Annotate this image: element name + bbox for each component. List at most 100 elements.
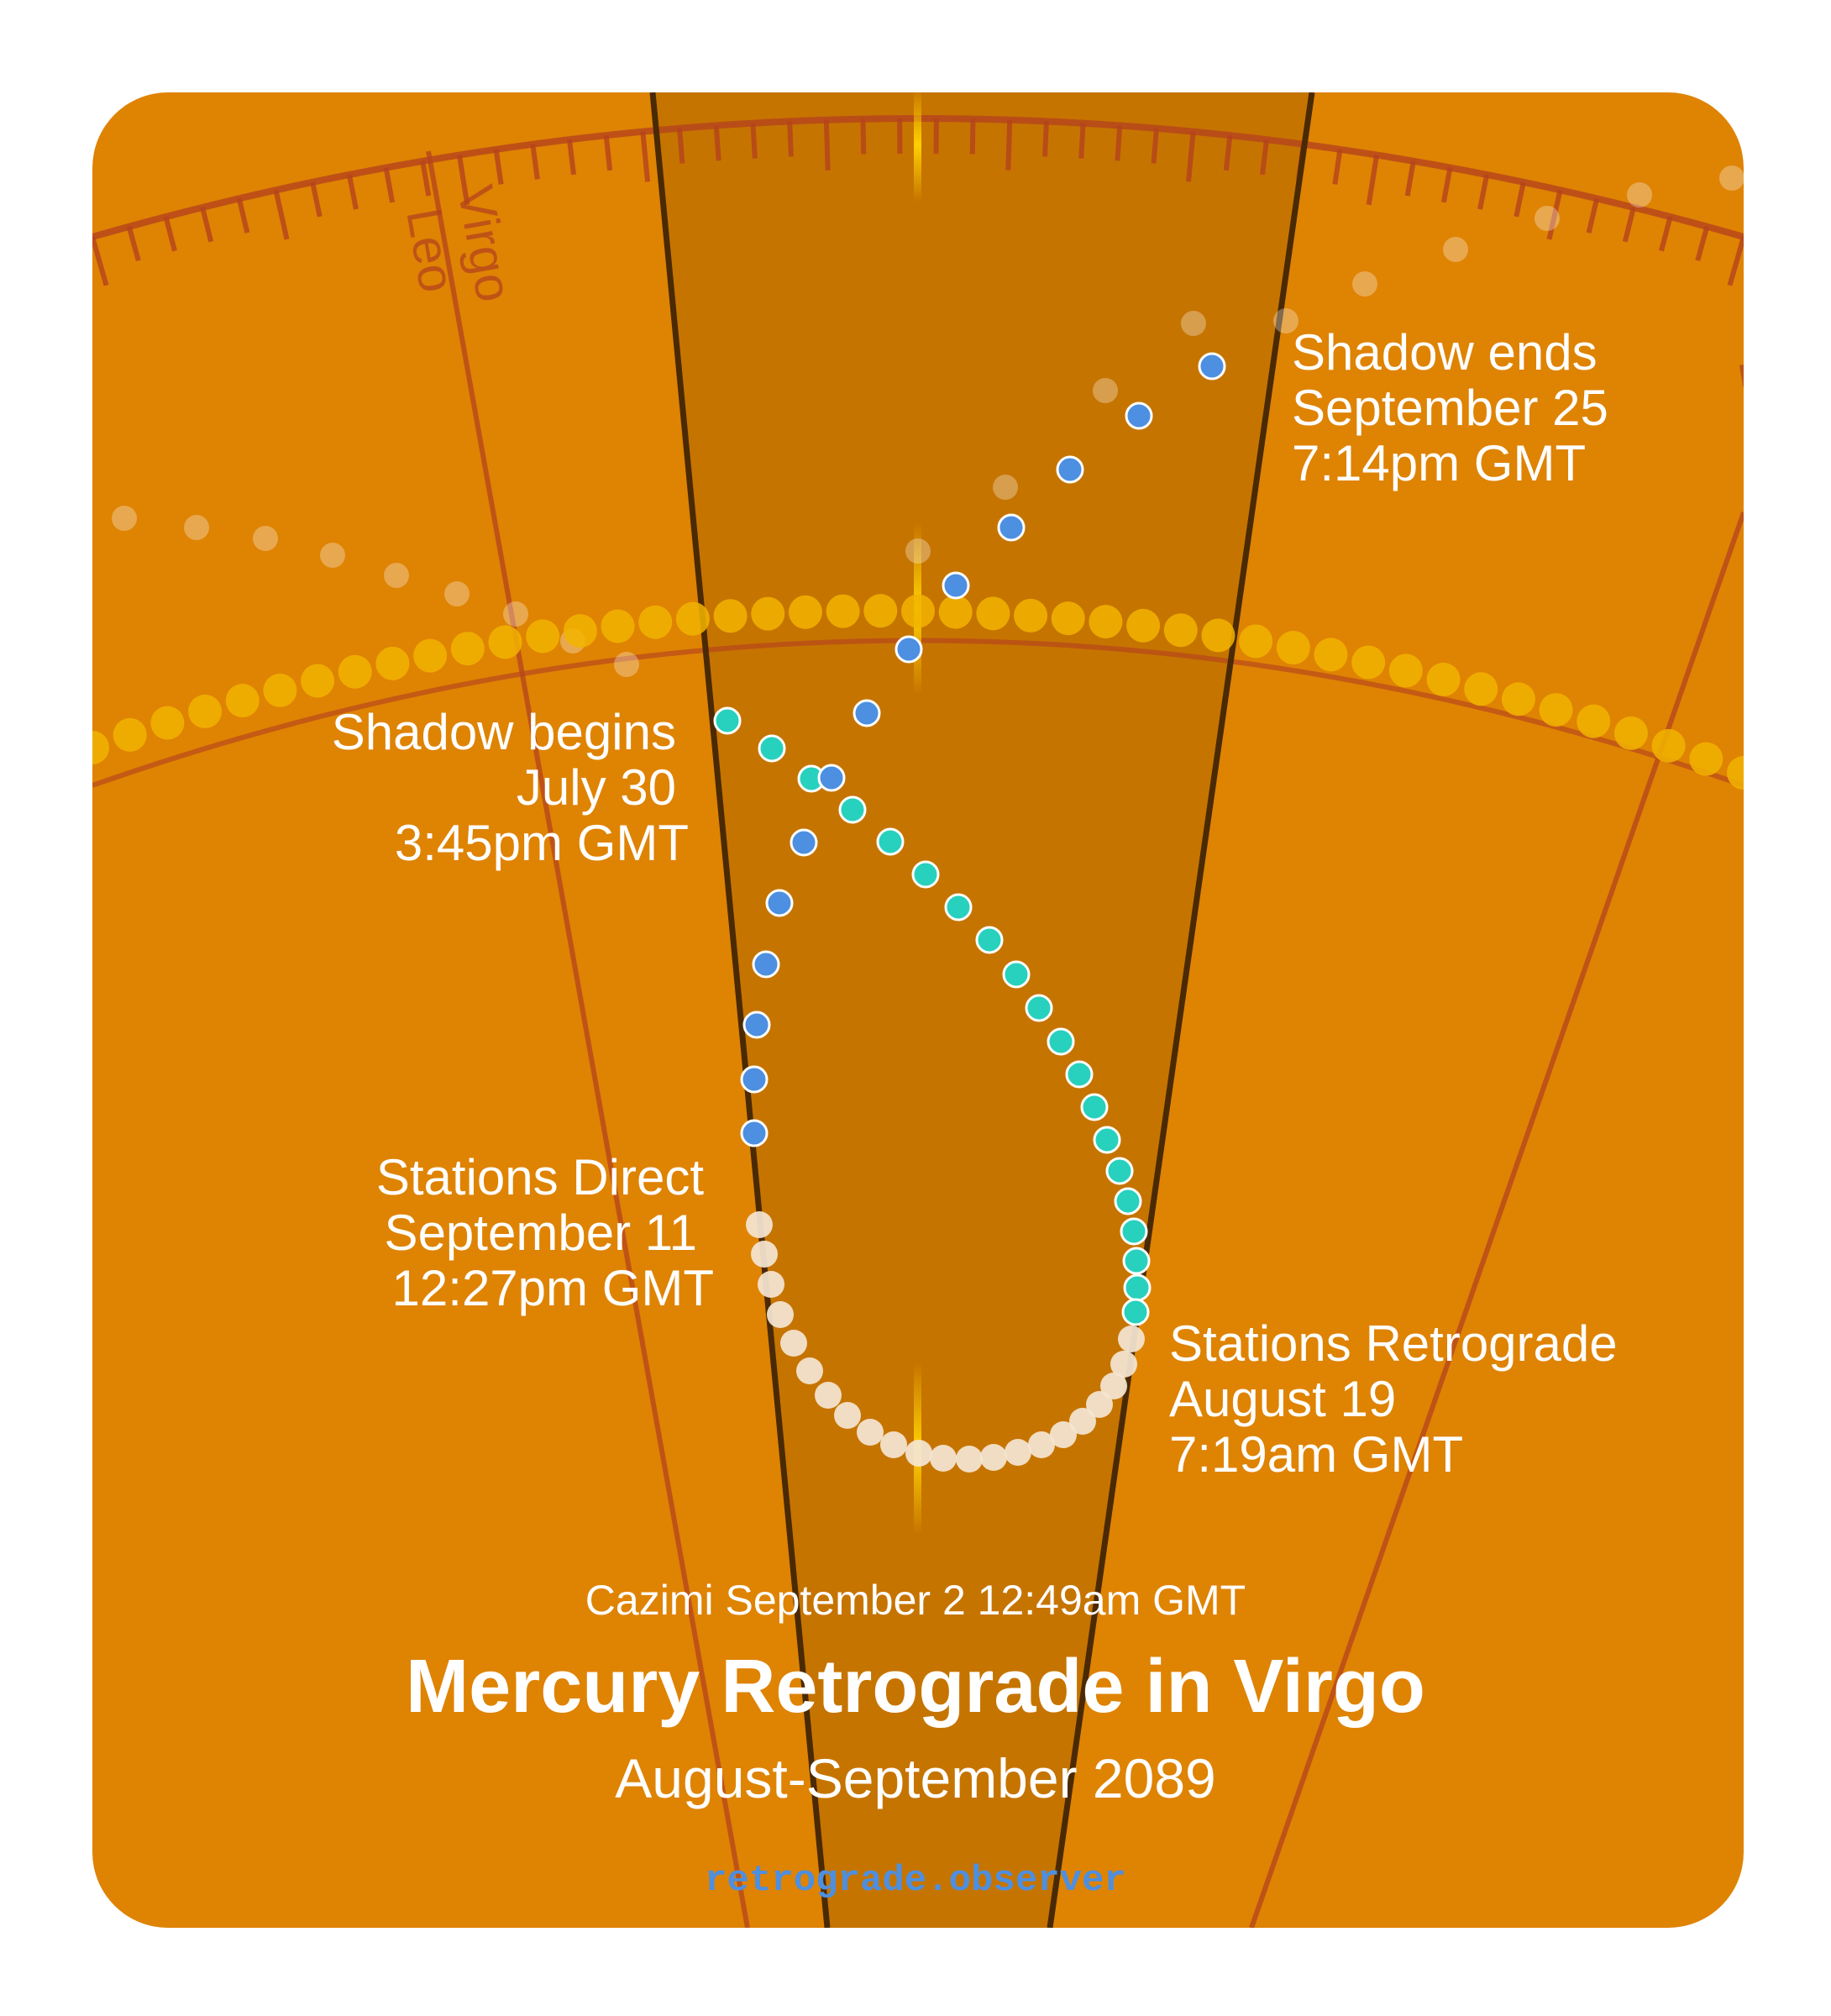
mercury-dot-pre-shadow [758, 734, 786, 763]
faint-dot [320, 543, 345, 568]
zodiac-tick [1695, 225, 1710, 262]
sun-ray-top [914, 92, 921, 202]
sun-dot [1014, 598, 1048, 633]
faint-dot [1719, 165, 1744, 191]
mercury-dot-retrograde [980, 1444, 1007, 1471]
faint-dot [905, 538, 931, 564]
label-shadow-ends: Shadow ends September 25 7:14pm GMT [1292, 324, 1608, 491]
sun-dot [526, 619, 560, 654]
zodiac-tick [1260, 139, 1270, 176]
sun-dot [1351, 645, 1386, 680]
zodiac-tick [1223, 134, 1233, 171]
faint-dot [1443, 237, 1468, 262]
mercury-dot-retrograde [905, 1440, 932, 1467]
zodiac-tick [603, 134, 613, 171]
zodiac-tick [1404, 160, 1416, 197]
faint-dot [253, 526, 278, 551]
mercury-dot-retrograde [758, 1271, 784, 1298]
zodiac-tick [1546, 189, 1563, 240]
mercury-dot-retrograde [1110, 1351, 1137, 1378]
faint-dot [1273, 308, 1298, 333]
mercury-dot-post-shadow [790, 828, 818, 857]
sun-dot [751, 596, 785, 631]
sun-dot [1613, 716, 1648, 750]
zodiac-tick [1005, 119, 1013, 171]
mercury-dot-pre-shadow [944, 893, 973, 921]
sun-dot [1426, 662, 1461, 696]
shadow-ends-title: Shadow ends [1292, 324, 1598, 381]
zodiac-tick [1078, 123, 1086, 159]
mercury-dot-retrograde [930, 1445, 957, 1472]
shadow-start-edge [649, 92, 831, 1928]
faint-dot [1093, 378, 1118, 403]
stations-direct-time: 12:27pm GMT [392, 1260, 714, 1316]
zodiac-tick [640, 131, 651, 182]
shadow-band [653, 92, 1312, 1928]
mercury-dot-retrograde [1100, 1373, 1127, 1399]
mercury-dot-post-shadow [895, 635, 923, 664]
sun-dot [1464, 672, 1498, 706]
background-planet-dots [112, 165, 1744, 677]
faint-dot [444, 581, 470, 606]
sun-dot [92, 731, 109, 764]
mercury-dot-pre-shadow [1080, 1093, 1109, 1121]
mercury-dot-retrograde [1086, 1391, 1113, 1418]
mercury-dot-retrograde [780, 1330, 807, 1357]
zodiac-tick [1332, 149, 1343, 185]
sign-line-leo-virgo [426, 150, 750, 1928]
mercury-dot-post-shadow [740, 1065, 769, 1094]
mercury-dot-retrograde [796, 1357, 823, 1384]
sun-dot [826, 594, 860, 628]
sun-dot [1276, 630, 1310, 664]
sun-dot [1051, 601, 1085, 636]
label-stations-direct: Stations Direct September 11 12:27pm GMT [376, 1149, 714, 1316]
mercury-dot-post-shadow [1056, 455, 1084, 484]
stations-direct-title: Stations Direct [376, 1149, 704, 1205]
sun-dot [301, 664, 335, 698]
sun-path-dots [92, 594, 1744, 790]
zodiac-tick [1586, 197, 1600, 234]
sun-dot [1126, 608, 1161, 643]
zodiac-tick [310, 181, 323, 218]
mercury-path-dots [713, 352, 1226, 1473]
sun-dot [1651, 728, 1686, 763]
mercury-dot-post-shadow [740, 1119, 769, 1147]
mercury-dot-retrograde [1050, 1421, 1077, 1448]
sun-dot [601, 609, 635, 643]
sun-dot [263, 673, 297, 707]
mercury-dot-pre-shadow [876, 827, 905, 856]
mercury-dot-pre-shadow [1121, 1298, 1150, 1326]
sun-dot [1577, 704, 1611, 738]
label-stations-retrograde: Stations Retrograde August 19 7:19am GMT [1169, 1315, 1618, 1483]
mercury-dot-post-shadow [1198, 352, 1226, 381]
faint-dot [1535, 206, 1560, 231]
zodiac-tick [1622, 207, 1636, 243]
stations-direct-date: September 11 [385, 1205, 697, 1261]
cazimi-label: Cazimi September 2 12:49am GMT [585, 1577, 1246, 1624]
zodiac-ring-ticks [92, 118, 1744, 286]
mercury-dot-retrograde [956, 1446, 983, 1473]
sun-dot [113, 717, 147, 752]
mercury-dot-pre-shadow [1002, 960, 1031, 989]
mercury-dot-pre-shadow [1047, 1027, 1075, 1056]
mercury-dot-post-shadow [997, 513, 1026, 542]
zodiac-tick [1366, 155, 1380, 206]
zodiac-tick [200, 207, 214, 243]
mercury-dot-pre-shadow [1123, 1273, 1152, 1302]
mercury-dot-post-shadow [1125, 402, 1153, 430]
site-link[interactable]: retrograde.observer [705, 1860, 1126, 1902]
sun-dot [1089, 605, 1123, 639]
zodiac-tick [383, 167, 396, 203]
faint-dot [1627, 182, 1652, 207]
mercury-dot-retrograde [1069, 1408, 1096, 1435]
sun-dot [1727, 756, 1744, 790]
zodiac-tick [677, 128, 685, 164]
mercury-dot-retrograde [1005, 1439, 1031, 1466]
shadow-begins-date: July 30 [517, 759, 676, 816]
mercury-dot-pre-shadow [1025, 994, 1053, 1022]
mercury-dot-post-shadow [752, 950, 780, 979]
stations-retrograde-date: August 19 [1169, 1371, 1396, 1427]
zodiac-tick [163, 216, 177, 252]
